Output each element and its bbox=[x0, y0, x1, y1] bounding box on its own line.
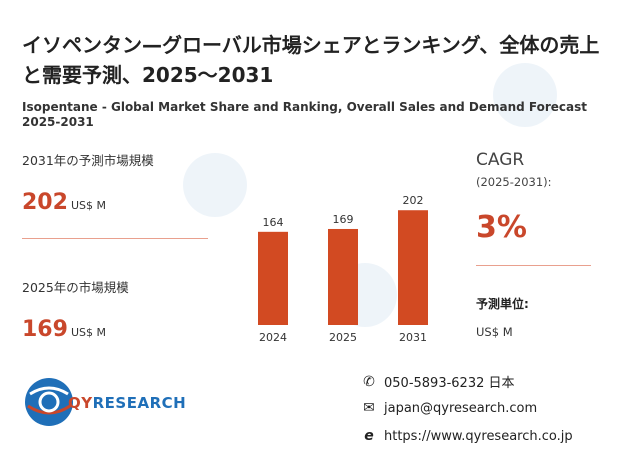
contact-email[interactable]: ✉ japan@qyresearch.com bbox=[360, 400, 537, 416]
bar-value-label: 202 bbox=[403, 194, 424, 207]
forecast-2031-value: 202 bbox=[22, 190, 68, 215]
bar-2031 bbox=[398, 210, 428, 325]
forecast-2031-value-block: 202 US$ M bbox=[22, 190, 106, 215]
contact-phone: ✆ 050-5893-6232 日本 bbox=[360, 372, 515, 392]
cagr-value: 3% bbox=[476, 210, 527, 245]
x-tick-label: 2025 bbox=[329, 331, 357, 344]
x-tick-label: 2031 bbox=[399, 331, 427, 344]
forecast-unit-label: 予測単位: bbox=[476, 297, 529, 311]
bar-value-label: 169 bbox=[333, 213, 354, 226]
cagr-range: (2025-2031): bbox=[476, 175, 552, 189]
bar-chart: 164 2024 169 2025 202 2031 bbox=[258, 194, 428, 344]
forecast-2031-label: 2031年の予測市場規模 bbox=[22, 153, 154, 168]
contact-website-text[interactable]: https://www.qyresearch.co.jp bbox=[384, 428, 573, 444]
phone-icon: ✆ bbox=[363, 373, 375, 390]
contact-phone-text: 050-5893-6232 日本 bbox=[384, 376, 515, 391]
divider bbox=[476, 265, 591, 266]
web-icon: e bbox=[364, 428, 374, 444]
mail-icon: ✉ bbox=[363, 400, 375, 416]
bar-2025 bbox=[328, 228, 358, 325]
logo-wordmark: QYRESEARCH bbox=[68, 394, 187, 412]
cagr-label: CAGR bbox=[476, 150, 525, 170]
contact-email-text[interactable]: japan@qyresearch.com bbox=[384, 400, 538, 416]
forecast-2031-unit: US$ M bbox=[70, 199, 106, 212]
forecast-unit-value: US$ M bbox=[476, 325, 513, 339]
qyresearch-logo: QYRESEARCH bbox=[22, 372, 186, 432]
bar-value-label: 164 bbox=[263, 216, 284, 229]
divider bbox=[22, 238, 208, 239]
bar-2024 bbox=[258, 231, 288, 325]
market-2025-unit: US$ M bbox=[70, 326, 106, 339]
page-subtitle: Isopentane - Global Market Share and Ran… bbox=[22, 100, 588, 129]
x-tick-label: 2024 bbox=[259, 331, 287, 344]
market-2025-value-block: 169 US$ M bbox=[22, 317, 106, 342]
page-title: イソペンタン—グローバル市場シェアとランキング、全体の売上と需要予測、2025～… bbox=[22, 33, 600, 87]
market-2025-value: 169 bbox=[22, 317, 68, 342]
market-2025-label: 2025年の市場規模 bbox=[22, 280, 129, 295]
contact-website[interactable]: e https://www.qyresearch.co.jp bbox=[360, 428, 573, 444]
